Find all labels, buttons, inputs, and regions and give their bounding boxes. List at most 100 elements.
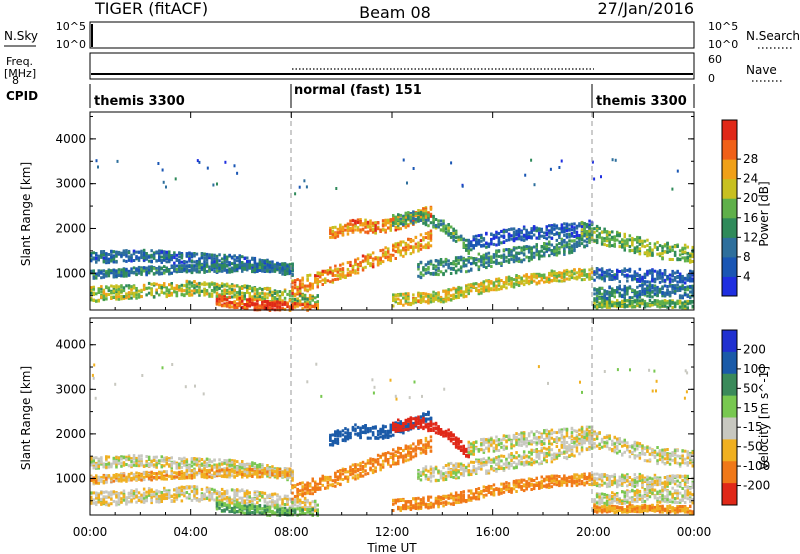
range-cell [535,281,538,285]
range-cell [392,304,395,308]
range-cell [545,278,548,282]
range-cell [626,268,629,272]
range-cell [689,285,692,288]
range-cell [215,282,219,286]
range-cell [641,241,644,245]
range-cell [505,278,508,282]
range-cell [563,240,566,244]
range-cell [611,304,614,308]
range-cell [359,261,362,265]
range-cell [291,300,294,304]
range-cell [356,228,360,232]
range-cell [429,232,433,236]
range-cell [643,276,647,280]
range-cell [459,293,463,297]
range-cell [633,238,637,242]
range-cell [676,280,679,284]
range-cell [608,274,611,278]
range-cell [92,299,95,302]
beam-title: Beam 08 [359,3,431,22]
range-cell [583,239,586,243]
range-cell [538,232,541,235]
range-cell [321,273,324,276]
range-cell [218,284,221,288]
range-cell [502,285,506,289]
range-cell [273,296,277,299]
range-cell [256,292,259,295]
range-cell [618,280,621,284]
range-cell [394,218,397,222]
range-cell [515,258,518,262]
range-cell [163,250,166,254]
range-cell [271,290,274,294]
range-cell [668,302,672,306]
range-cell [160,465,163,469]
range-cell [442,264,445,268]
range-cell [316,294,319,298]
range-cell [648,288,652,292]
range-cell [522,248,526,252]
range-cell [424,209,428,213]
range-cell [251,298,254,302]
range-cell [276,262,279,266]
range-cell [522,283,526,287]
range-cell [394,257,397,260]
range-cell [394,243,397,247]
range-cell [689,301,692,305]
range-cell [203,252,206,256]
range-cell [291,297,294,301]
range-cell [691,245,694,249]
range-cell [198,160,201,164]
range-cell [583,270,586,274]
range-cell [397,297,400,301]
range-cell [633,289,637,293]
cpid-segment-3: themis 3300 [596,94,687,109]
range-cell [120,455,123,459]
range-cell [623,305,626,309]
range-cell [492,281,496,285]
range-cell [689,254,692,258]
range-cell [399,250,402,254]
range-cell [653,280,657,284]
range-cell [689,274,692,278]
range-cell [394,245,397,249]
range-cell [145,293,148,297]
range-cell [429,294,433,298]
range-cell [681,274,684,278]
range-cell [381,252,385,256]
range-cell [658,280,662,284]
range-cell [477,292,481,296]
range-cell [188,466,191,470]
range-cell [545,225,548,229]
range-cell [291,302,294,306]
range-cell [120,274,123,278]
range-cell [614,158,617,162]
range-cell [127,457,131,461]
range-cell [550,224,554,228]
range-cell [560,237,564,241]
range-cell [520,277,523,280]
range-cell [361,227,365,231]
range-cell [505,276,508,280]
range-cell [495,284,498,288]
range-cell [341,272,345,276]
range-cell [336,234,340,238]
range-cell [412,213,415,217]
range-cell [303,300,307,304]
range-cell [130,465,133,469]
range-cell [444,259,448,263]
range-cell [261,300,264,304]
range-cell [522,274,526,278]
range-cell [437,273,440,277]
range-cell [459,266,463,270]
range-cell [203,290,206,294]
range-cell [198,270,201,274]
range-cell [686,288,689,292]
range-cell [107,462,111,466]
range-cell [402,217,405,221]
range-cell [538,280,541,284]
range-cell [180,465,184,469]
range-cell [628,268,632,272]
range-cell [170,291,173,295]
range-cell [409,215,413,219]
